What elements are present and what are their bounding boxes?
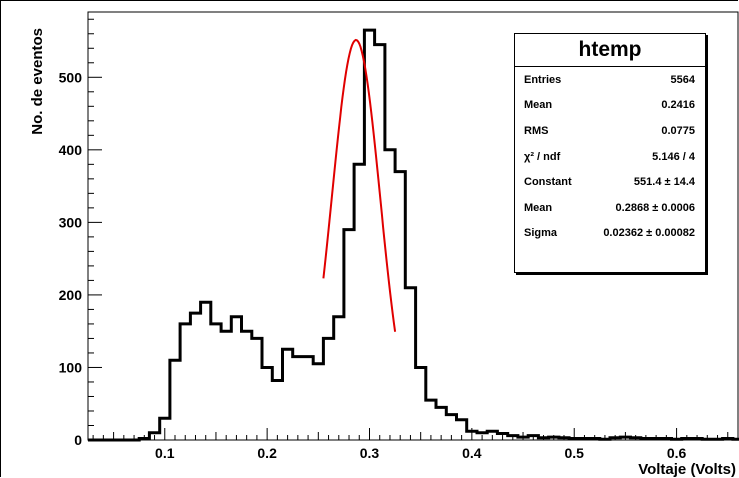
histogram-bin bbox=[426, 400, 436, 440]
y-tick-label: 400 bbox=[59, 142, 83, 158]
histogram-bin bbox=[282, 349, 292, 440]
stats-value: 5.146 / 4 bbox=[652, 150, 695, 163]
y-axis-label: No. de eventos bbox=[29, 28, 46, 135]
histogram-bin bbox=[252, 338, 262, 440]
stats-label: Entries bbox=[524, 73, 562, 86]
x-tick-label: 0.4 bbox=[462, 445, 482, 461]
stats-label: Mean bbox=[524, 201, 553, 214]
stats-row-fit-mean: Mean 0.2868 ± 0.0006 bbox=[515, 195, 705, 221]
stats-value: 0.02362 ± 0.00082 bbox=[603, 227, 695, 240]
plot-box bbox=[87, 11, 739, 441]
histogram-bin bbox=[180, 324, 190, 440]
fit-layer bbox=[322, 38, 397, 332]
y-tick-label: 300 bbox=[59, 214, 83, 230]
histogram-bin bbox=[405, 288, 415, 440]
histogram-bin bbox=[313, 364, 323, 440]
stats-row-constant: Constant 551.4 ± 14.4 bbox=[515, 169, 705, 195]
stats-value: 0.2416 bbox=[661, 99, 695, 112]
y-tick-label: 100 bbox=[59, 359, 83, 375]
histogram-bin bbox=[334, 317, 344, 440]
histogram-bin bbox=[293, 357, 303, 440]
histogram-bin bbox=[170, 360, 180, 440]
stats-row-rms: RMS 0.0775 bbox=[515, 118, 705, 144]
stats-row-chi2: χ² / ndf 5.146 / 4 bbox=[515, 144, 705, 170]
stats-row-sigma: Sigma 0.02362 ± 0.00082 bbox=[515, 221, 705, 247]
histogram-bin bbox=[303, 357, 313, 440]
histogram-layer bbox=[88, 28, 739, 442]
histogram-bin bbox=[733, 439, 739, 440]
stats-box: htemp Entries 5564 Mean 0.2416 RMS 0.077… bbox=[514, 33, 706, 273]
axes-layer: 0.1 0.2 0.3 0.4 0.5 0.6 0 100 200 300 400 500 bbox=[59, 18, 729, 461]
x-axis-label: Voltaje (Volts) bbox=[638, 461, 736, 478]
stats-row-entries: Entries 5564 bbox=[515, 67, 705, 93]
histogram-bin bbox=[272, 381, 282, 440]
plot-area bbox=[87, 11, 739, 441]
histogram-bin bbox=[395, 172, 405, 440]
stats-row-mean: Mean 0.2416 bbox=[515, 93, 705, 119]
histogram-bin bbox=[323, 338, 333, 440]
stats-value: 5564 bbox=[670, 73, 695, 86]
stats-label: Sigma bbox=[524, 227, 558, 240]
x-tick-label: 0.6 bbox=[667, 445, 687, 461]
histogram-bin bbox=[201, 302, 211, 440]
stats-label: χ² / ndf bbox=[524, 150, 561, 163]
histogram-bin bbox=[354, 164, 364, 440]
histogram-bin bbox=[211, 324, 221, 440]
x-tick-label: 0.2 bbox=[257, 445, 277, 461]
x-tick-label: 0.1 bbox=[155, 445, 175, 461]
x-tick-label: 0.5 bbox=[564, 445, 584, 461]
stats-label: Constant bbox=[524, 176, 572, 189]
y-tick-label: 0 bbox=[74, 432, 82, 448]
stats-value: 551.4 ± 14.4 bbox=[633, 176, 695, 189]
stats-value: 0.2868 ± 0.0006 bbox=[615, 201, 695, 214]
stats-value: 0.0775 bbox=[661, 124, 695, 137]
histogram-bin bbox=[231, 317, 241, 440]
y-tick-label: 500 bbox=[59, 69, 83, 85]
stats-title: htemp bbox=[515, 34, 705, 67]
histogram-bin bbox=[375, 45, 385, 440]
histogram-bin bbox=[344, 230, 354, 440]
histogram-bin bbox=[190, 313, 200, 440]
y-tick-label: 200 bbox=[59, 287, 83, 303]
stats-label: Mean bbox=[524, 99, 553, 112]
fit-curve bbox=[322, 38, 397, 332]
stats-label: RMS bbox=[524, 124, 549, 137]
histogram-bin bbox=[416, 367, 426, 440]
histogram-bin bbox=[221, 331, 231, 440]
x-tick-label: 0.3 bbox=[360, 445, 380, 461]
histogram-bin bbox=[242, 331, 252, 440]
histogram-line bbox=[88, 28, 739, 442]
